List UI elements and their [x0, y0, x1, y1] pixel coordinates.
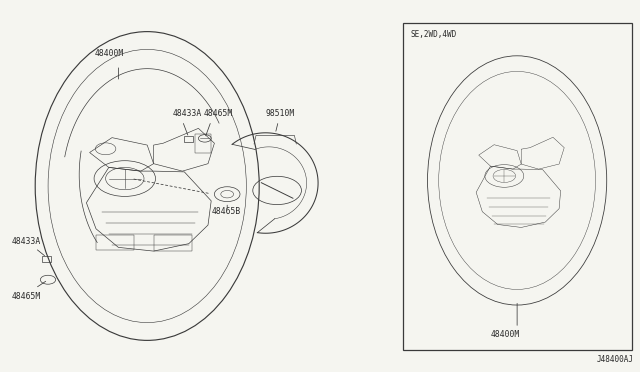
Text: 48400M: 48400M: [95, 49, 124, 58]
Bar: [184, 136, 193, 142]
Text: SE,2WD,4WD: SE,2WD,4WD: [411, 30, 457, 39]
Bar: [42, 256, 51, 262]
Bar: [154, 235, 192, 251]
Text: 48400M: 48400M: [491, 330, 520, 339]
Text: 48433A: 48433A: [173, 109, 202, 118]
Bar: [403, 23, 632, 350]
Text: 48465B: 48465B: [211, 207, 241, 216]
Text: 98510M: 98510M: [266, 109, 295, 118]
Text: J48400AJ: J48400AJ: [596, 355, 634, 364]
Text: 48465M: 48465M: [12, 292, 41, 301]
Text: 48433A: 48433A: [12, 237, 41, 246]
Bar: [195, 134, 211, 153]
Bar: [96, 235, 134, 250]
Text: 48465M: 48465M: [204, 109, 233, 118]
